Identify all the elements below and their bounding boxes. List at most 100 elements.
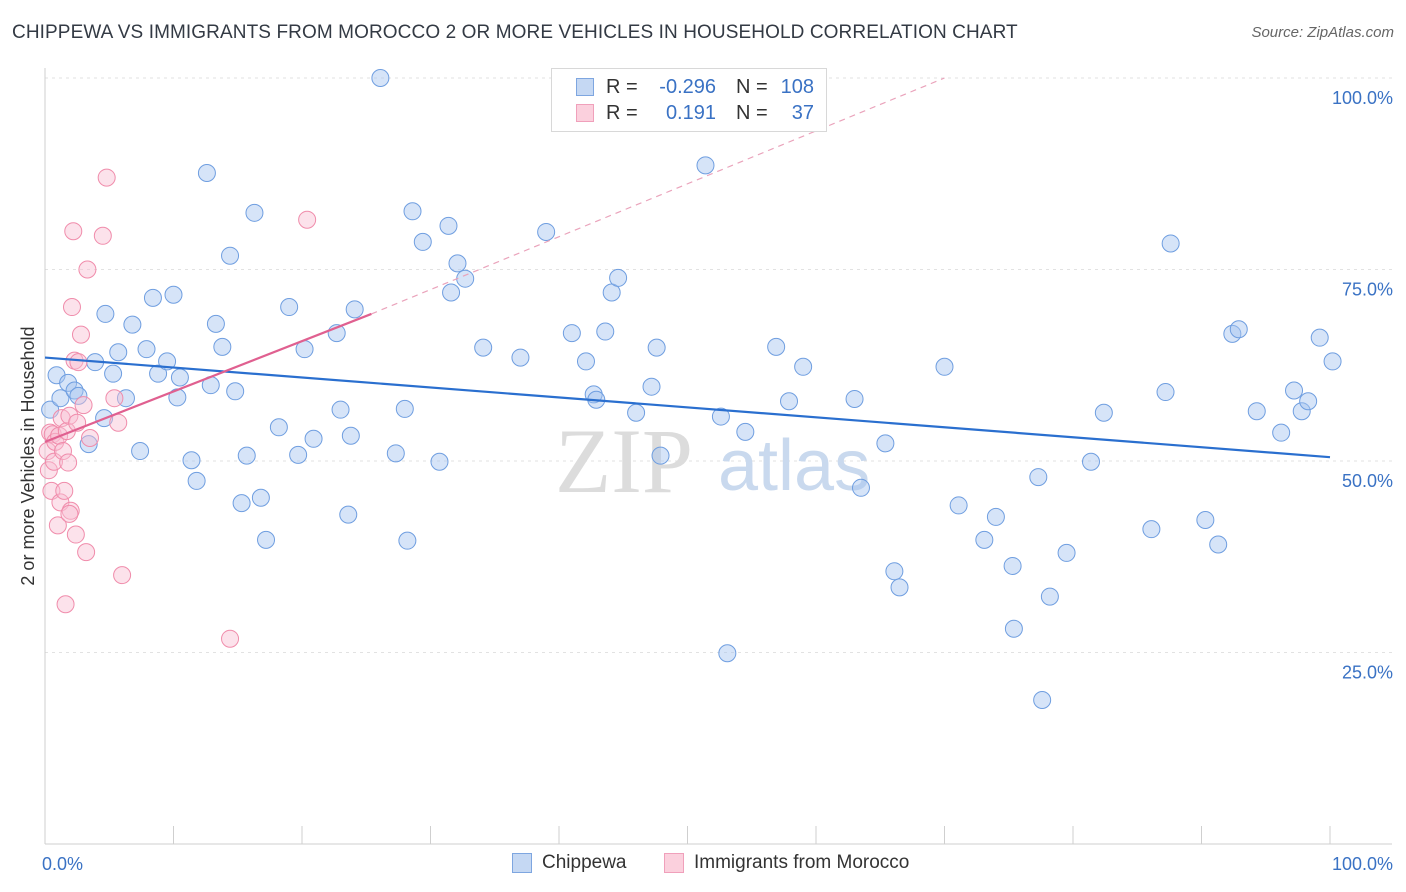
- chippewa-point: [890, 578, 909, 597]
- stats-legend: R = -0.296 N = 108 R = 0.191 N = 37: [551, 68, 827, 132]
- chippewa-point: [885, 562, 904, 581]
- chippewa-point: [647, 338, 666, 357]
- morocco-point: [64, 222, 83, 241]
- chippewa-point: [1272, 423, 1291, 442]
- chippewa-point: [596, 322, 615, 341]
- chippewa-point: [187, 471, 206, 490]
- legend-item-chippewa: Chippewa: [512, 852, 627, 874]
- x-tick-label-right: 100.0%: [1332, 854, 1393, 874]
- morocco-point: [69, 353, 88, 372]
- morocco-point: [105, 389, 124, 408]
- morocco-point: [60, 406, 79, 425]
- morocco-point: [59, 453, 78, 472]
- chippewa-point: [237, 446, 256, 465]
- chippewa-trend-line: [44, 356, 1331, 459]
- chippewa-swatch: [576, 78, 594, 96]
- y-tick-label: 25.0%: [1342, 663, 1393, 683]
- chippewa-point: [627, 403, 646, 422]
- y-axis-label: 2 or more Vehicles in Household: [18, 326, 38, 585]
- chippewa-point: [511, 348, 530, 367]
- chippewa-point: [386, 444, 405, 463]
- chippewa-point: [164, 285, 183, 304]
- chart-title: CHIPPEWA VS IMMIGRANTS FROM MOROCCO 2 OR…: [12, 22, 1018, 43]
- chippewa-point: [642, 377, 661, 396]
- chippewa-point: [59, 373, 78, 392]
- chippewa-point: [257, 530, 276, 549]
- chippewa-point: [137, 340, 156, 359]
- morocco-swatch: [576, 104, 594, 122]
- chippewa-point: [1161, 234, 1180, 253]
- morocco-point: [74, 396, 93, 415]
- morocco-point: [53, 442, 72, 461]
- morocco-point: [71, 325, 90, 344]
- morocco-point: [60, 504, 79, 523]
- chippewa-point: [1033, 690, 1052, 709]
- chippewa-point: [269, 418, 288, 437]
- r-label: R =: [606, 101, 638, 124]
- morocco-point: [80, 429, 99, 448]
- stats-row-chippewa: R = -0.296 N = 108: [576, 74, 814, 100]
- chippewa-point: [439, 216, 458, 235]
- chippewa-point: [711, 407, 730, 426]
- chippewa-point: [251, 488, 270, 507]
- chippewa-point: [562, 324, 581, 343]
- chippewa-point: [213, 337, 232, 356]
- chippewa-point: [1310, 328, 1329, 347]
- tick-labels: 25.0% 50.0% 75.0% 100.0% 0.0% 100.0% 2 or more…: [18, 88, 1393, 874]
- chippewa-point: [1323, 352, 1342, 371]
- chippewa-point: [395, 399, 414, 418]
- chippewa-point: [975, 530, 994, 549]
- chippewa-points: [41, 69, 1342, 709]
- chippewa-point: [182, 451, 201, 470]
- chippewa-point: [1292, 402, 1311, 421]
- stats-row-morocco: R = 0.191 N = 37: [576, 100, 814, 126]
- chippewa-point: [170, 368, 189, 387]
- chippewa-point: [289, 445, 308, 464]
- r-value: 0.191: [665, 101, 716, 124]
- chippewa-point: [331, 400, 350, 419]
- chippewa-point: [371, 69, 390, 87]
- chippewa-point: [1209, 535, 1228, 554]
- chippewa-point: [1003, 556, 1022, 575]
- chippewa-point: [51, 389, 70, 408]
- morocco-point: [55, 481, 74, 500]
- chippewa-point: [149, 364, 168, 383]
- chippewa-point: [584, 385, 603, 404]
- chippewa-point: [851, 478, 870, 497]
- r-value: -0.296: [659, 75, 716, 98]
- chippewa-point: [1299, 392, 1318, 411]
- chippewa-legend-swatch: [512, 853, 532, 873]
- chippewa-point: [226, 382, 245, 401]
- chippewa-point: [718, 644, 737, 663]
- grid-lines: [45, 77, 1392, 653]
- morocco-points: [38, 168, 317, 648]
- morocco-point: [77, 543, 96, 562]
- n-value: 108: [780, 75, 814, 98]
- chippewa-point: [1029, 468, 1048, 487]
- chippewa-point: [221, 246, 240, 265]
- chippewa-point: [398, 531, 417, 550]
- morocco-point: [38, 442, 57, 461]
- trend-lines: [44, 77, 1331, 459]
- chippewa-point: [232, 494, 251, 513]
- chippewa-point: [96, 304, 115, 323]
- chippewa-point: [935, 357, 954, 376]
- watermark-zip: ZIP: [555, 410, 693, 512]
- source-credit: Source: ZipAtlas.com: [1251, 24, 1394, 41]
- chippewa-point: [197, 163, 216, 182]
- chippewa-point: [986, 507, 1005, 526]
- chippewa-point: [1004, 619, 1023, 638]
- chippewa-point: [69, 386, 88, 405]
- morocco-point: [97, 168, 116, 187]
- legend-item-morocco: Immigrants from Morocco: [664, 852, 909, 874]
- chippewa-point: [430, 452, 449, 471]
- chippewa-point: [403, 202, 422, 221]
- chippewa-point: [794, 357, 813, 376]
- chippewa-point: [767, 337, 786, 356]
- chippewa-point: [131, 442, 150, 461]
- watermark: ZIP atlas: [555, 410, 870, 512]
- morocco-point: [298, 210, 317, 229]
- chippewa-point: [109, 343, 128, 362]
- chippewa-point: [413, 232, 432, 251]
